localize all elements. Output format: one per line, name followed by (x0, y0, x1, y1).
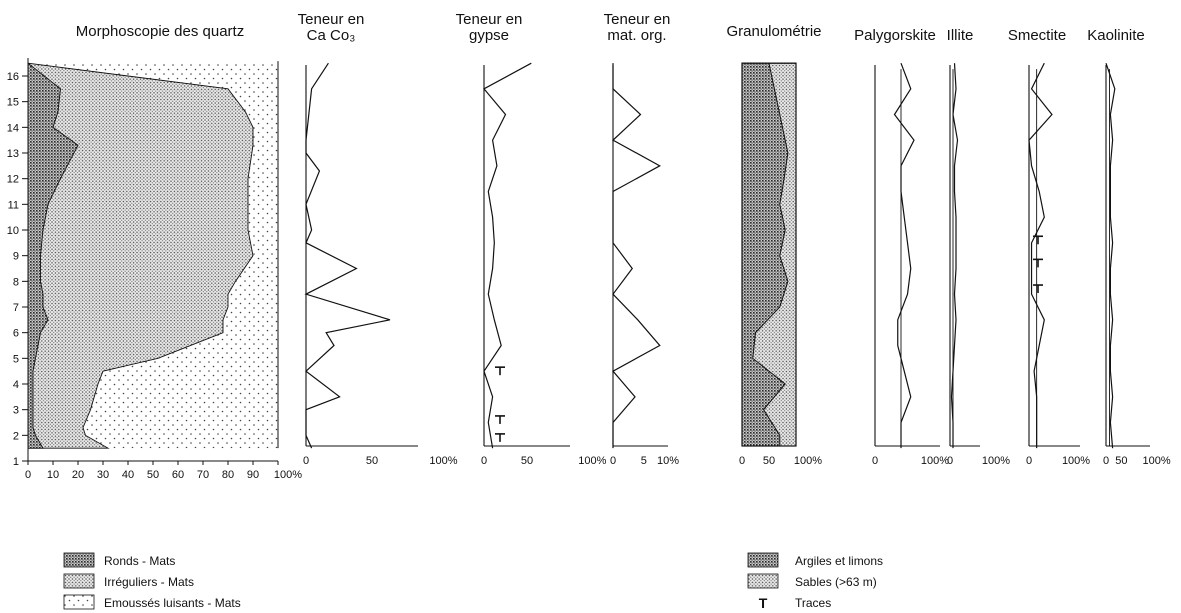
title-kaolinite: Kaolinite (1087, 27, 1145, 44)
quartz-x-tick-label: 80 (222, 469, 234, 481)
quartz-x-tick-label: 50 (147, 469, 159, 481)
quartz-y-tick-label: 7 (13, 302, 19, 314)
quartz-y-tick-label: 13 (7, 148, 19, 160)
legend-swatch-argiles (747, 552, 779, 568)
granulo-x-tick-label: 100% (794, 455, 822, 467)
gypse-series-line (483, 62, 532, 449)
caco3-x-tick-label: 50 (366, 455, 378, 467)
title-palygorskite: Palygorskite (854, 27, 936, 44)
legend-label-argiles: Argiles et limons (795, 554, 883, 568)
area-irreguliers (27, 62, 254, 449)
matorg-x-tick-label: 5 (641, 455, 647, 467)
quartz-y-tick-label: 3 (13, 405, 19, 417)
quartz-y-tick-label: 5 (13, 353, 19, 365)
title-gypse-line2: gypse (469, 27, 509, 44)
quartz-y-tick-label: 1 (13, 456, 19, 468)
quartz-y-tick-label: 15 (7, 97, 19, 109)
area-ronds (27, 62, 79, 449)
kaolinite-x-tick-label: 50 (1115, 455, 1127, 467)
illite-x-tick-label: 0 (947, 455, 953, 467)
title-matorg-line2: mat. org. (607, 27, 666, 44)
smectite-x-tick-label: 100% (1062, 455, 1090, 467)
quartz-y-tick-label: 12 (7, 174, 19, 186)
quartz-y-tick-label: 6 (13, 328, 19, 340)
quartz-x-tick-label: 0 (25, 469, 31, 481)
quartz-y-tick-label: 2 (13, 430, 19, 442)
legend-label-emousses: Emoussés luisants - Mats (104, 596, 241, 610)
legend-traces-symbol: T (759, 595, 768, 611)
title-caco3-line1: Teneur en (298, 11, 365, 28)
quartz-y-tick-label: 9 (13, 251, 19, 263)
quartz-y-tick-label: 8 (13, 276, 19, 288)
kaolinite-x-tick-label: 0 (1103, 455, 1109, 467)
matorg-x-tick-label: 10% (657, 455, 679, 467)
granulo-x-tick-label: 0 (739, 455, 745, 467)
panel-titles: Morphoscopie des quartz Teneur en Ca Co₃… (76, 11, 1145, 44)
title-gypse-line1: Teneur en (456, 11, 523, 28)
palygorskite-series-line (893, 62, 915, 449)
legend-swatch-emousses (63, 594, 95, 610)
legend-left: Ronds - Mats Irréguliers - Mats Emoussés… (63, 552, 241, 610)
matorg-x-tick-label: 0 (610, 455, 616, 467)
smectite-x-tick-label: 0 (1026, 455, 1032, 467)
granulo-frame (741, 62, 797, 447)
legend-label-irreguliers: Irréguliers - Mats (104, 575, 194, 589)
illite-series-line (950, 63, 959, 449)
quartz-x-tick-label: 60 (172, 469, 184, 481)
matorg-series-line (611, 63, 661, 449)
quartz-y-tick-label: 4 (13, 379, 19, 391)
kaolinite-series-line (1105, 62, 1116, 449)
title-caco3-line2: Ca Co₃ (307, 27, 356, 44)
quartz-x-tick-label: 40 (122, 469, 134, 481)
quartz-y-tick-label: 10 (7, 225, 19, 237)
gypse-x-tick-label: 50 (521, 455, 533, 467)
legend-swatch-irreguliers (63, 573, 95, 589)
legend-swatch-sables (747, 573, 779, 589)
legend-label-sables: Sables (>63 m) (795, 575, 877, 589)
quartz-x-tick-label: 20 (72, 469, 84, 481)
kaolinite-x-tick-label: 100% (1143, 455, 1171, 467)
quartz-y-tick-label: 11 (8, 199, 19, 211)
caco3-series-line (304, 62, 391, 449)
quartz-y-tick-label: 14 (7, 122, 19, 134)
legend-swatch-ronds (63, 552, 95, 568)
gypse-x-tick-label: 0 (481, 455, 487, 467)
legend-right: Argiles et limons Sables (>63 m) T Trace… (747, 552, 883, 611)
quartz-x-tick-label: 90 (247, 469, 259, 481)
illite-x-tick-label: 100% (982, 455, 1010, 467)
smectite-series-line (1028, 62, 1053, 449)
legend-label-ronds: Ronds - Mats (104, 554, 175, 568)
title-illite: Illite (947, 27, 974, 44)
quartz-x-tick-label: 100% (274, 469, 302, 481)
title-smectite: Smectite (1008, 27, 1066, 44)
caco3-x-tick-label: 100% (429, 455, 457, 467)
palygorskite-x-tick-label: 0 (872, 455, 878, 467)
quartz-y-tick-label: 16 (7, 71, 19, 83)
quartz-x-tick-label: 30 (97, 469, 109, 481)
title-granulo: Granulométrie (726, 23, 821, 40)
caco3-x-tick-label: 0 (303, 455, 309, 467)
granulo-x-tick-label: 50 (763, 455, 775, 467)
quartz-x-tick-label: 10 (47, 469, 59, 481)
quartz-x-tick-label: 70 (197, 469, 209, 481)
palygorskite-x-tick-label: 100% (921, 455, 949, 467)
gypse-x-tick-label: 100% (578, 455, 606, 467)
legend-label-traces: Traces (795, 596, 831, 610)
title-matorg-line1: Teneur en (604, 11, 671, 28)
title-quartz: Morphoscopie des quartz (76, 23, 244, 40)
